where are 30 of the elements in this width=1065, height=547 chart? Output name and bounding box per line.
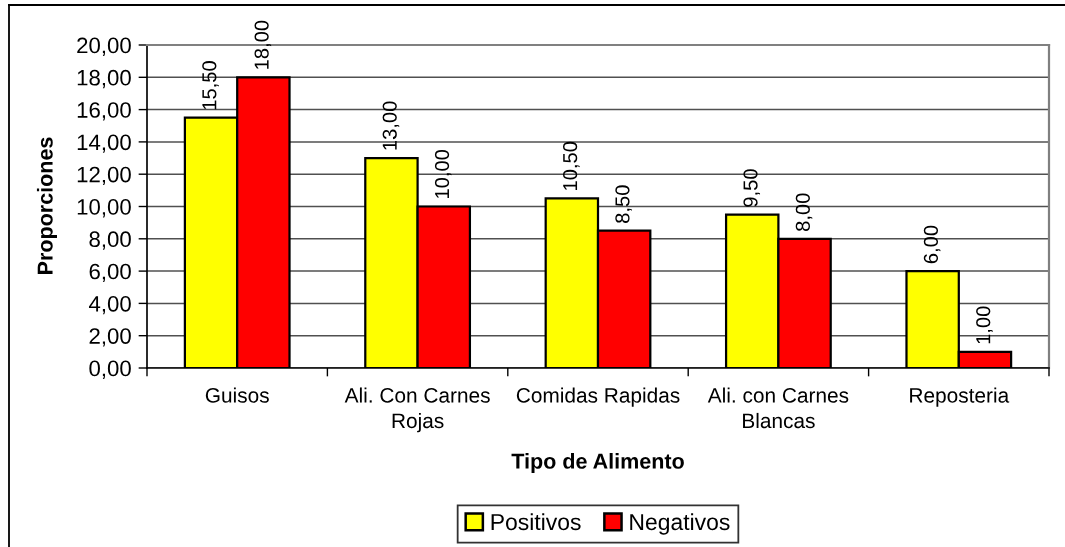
- data-label: 18,00: [254, 20, 272, 69]
- y-tick-label: 18,00: [77, 69, 131, 89]
- y-tick-label: 10,00: [77, 199, 131, 218]
- x-tick-label: Ali. con Carnes Blancas: [707, 387, 849, 429]
- legend-label: Negativos: [630, 513, 730, 535]
- legend-label: Positivos: [491, 513, 581, 531]
- y-tick-label: 12,00: [77, 166, 131, 186]
- x-tick-label: Reposteria: [910, 387, 1010, 407]
- y-axis-title: Proporciones: [36, 137, 57, 274]
- y-tick-label: 16,00: [77, 102, 131, 121]
- data-label: 6,00: [923, 225, 941, 264]
- y-tick-label: 2,00: [89, 328, 131, 347]
- x-tick-label: Guisos: [205, 387, 269, 403]
- data-label: 9,50: [743, 169, 761, 207]
- y-tick-label: 20,00: [77, 37, 131, 56]
- x-tick-label: Ali. Con Carnes Rojas: [344, 387, 490, 433]
- data-label: 10,00: [434, 149, 452, 199]
- y-tick-label: 0,00: [89, 360, 131, 379]
- data-label: 8,00: [795, 193, 813, 231]
- y-tick-label: 8,00: [89, 231, 131, 250]
- data-label: 15,50: [202, 61, 219, 110]
- y-tick-label: 4,00: [88, 295, 131, 315]
- data-label: 1,00: [976, 306, 993, 344]
- data-label: 13,00: [382, 101, 400, 150]
- x-tick-label: Comidas Rapidas: [516, 387, 680, 407]
- y-tick-label: 14,00: [77, 134, 131, 153]
- y-tick-label: 6,00: [89, 263, 131, 282]
- data-label: 10,50: [562, 141, 580, 190]
- data-label: 8,50: [615, 185, 632, 223]
- x-axis-title: Tipo de Alimento: [511, 453, 684, 474]
